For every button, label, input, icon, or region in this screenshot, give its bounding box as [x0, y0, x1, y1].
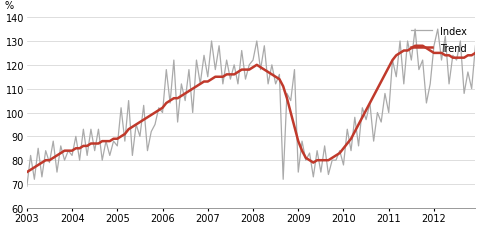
- Y-axis label: %: %: [4, 0, 13, 11]
- Legend: Index, Trend: Index, Trend: [406, 23, 469, 57]
